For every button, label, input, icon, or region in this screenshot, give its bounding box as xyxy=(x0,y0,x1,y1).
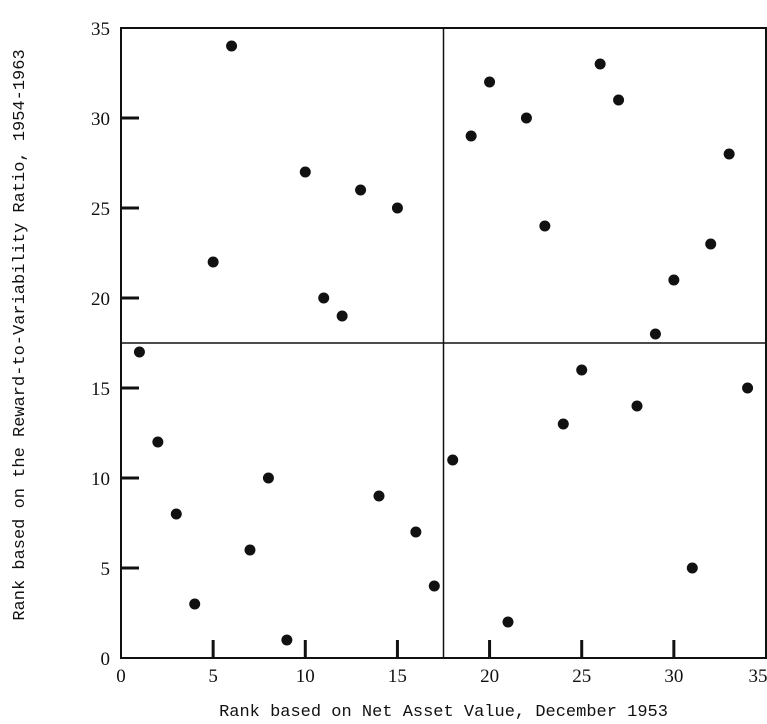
data-point xyxy=(742,382,754,394)
x-tick-label: 25 xyxy=(572,666,591,687)
data-point xyxy=(520,112,532,124)
data-point xyxy=(576,364,588,376)
data-point xyxy=(465,130,477,142)
data-point xyxy=(410,526,422,538)
x-tick-label: 30 xyxy=(664,666,683,687)
data-point xyxy=(594,58,606,70)
data-point xyxy=(686,562,698,574)
data-point xyxy=(355,184,367,196)
data-point xyxy=(447,454,459,466)
x-tick-label: 5 xyxy=(208,666,218,687)
y-tick-label: 35 xyxy=(91,19,110,40)
data-point xyxy=(133,346,145,358)
x-tick-label: 0 xyxy=(116,666,126,687)
data-point xyxy=(152,436,164,448)
x-tick-label: 20 xyxy=(480,666,499,687)
y-tick-label: 15 xyxy=(91,379,110,400)
data-point xyxy=(705,238,717,250)
x-tick-label: 35 xyxy=(749,666,767,687)
x-tick-label: 15 xyxy=(388,666,407,687)
data-point xyxy=(299,166,311,178)
data-point xyxy=(649,328,661,340)
data-point xyxy=(539,220,551,232)
data-point xyxy=(336,310,348,322)
x-tick-label: 10 xyxy=(296,666,315,687)
data-point xyxy=(557,418,569,430)
y-tick-label: 10 xyxy=(91,469,110,490)
data-point xyxy=(373,490,385,502)
y-tick-label: 0 xyxy=(101,649,111,670)
data-point xyxy=(189,598,201,610)
tick-labels: 0 5 10 15 20 25 30 35 0 5 10 15 20 25 30 35 xyxy=(91,19,767,687)
axis-ticks xyxy=(121,116,676,658)
data-point xyxy=(631,400,643,412)
y-axis-title: Rank based on the Reward-to-Variability … xyxy=(11,49,30,620)
x-axis-title: Rank based on Net Asset Value, December … xyxy=(219,703,668,722)
data-point xyxy=(668,274,680,286)
data-point xyxy=(170,508,182,520)
data-point xyxy=(318,292,330,304)
data-point xyxy=(502,616,514,628)
data-point xyxy=(281,634,293,646)
data-point xyxy=(484,76,496,88)
data-point xyxy=(391,202,403,214)
y-tick-label: 25 xyxy=(91,199,110,220)
data-point xyxy=(226,40,238,52)
data-point xyxy=(244,544,256,556)
y-tick-label: 20 xyxy=(91,289,110,310)
data-point xyxy=(428,580,440,592)
data-point xyxy=(207,256,219,268)
y-tick-label: 5 xyxy=(101,559,111,580)
data-point xyxy=(613,94,625,106)
y-tick-label: 30 xyxy=(91,109,110,130)
data-point xyxy=(723,148,735,160)
data-points xyxy=(133,40,754,646)
data-point xyxy=(262,472,274,484)
